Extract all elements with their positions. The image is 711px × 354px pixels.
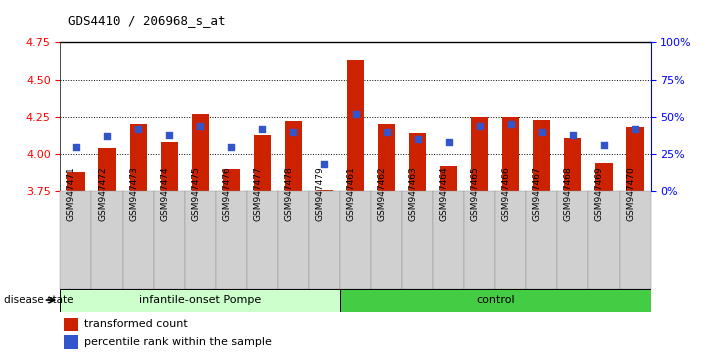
Text: GSM947471: GSM947471 xyxy=(67,167,76,222)
Bar xyxy=(402,191,433,289)
Text: GSM947473: GSM947473 xyxy=(129,167,138,222)
Text: GSM947467: GSM947467 xyxy=(533,167,542,222)
Text: GDS4410 / 206968_s_at: GDS4410 / 206968_s_at xyxy=(68,13,225,27)
Text: GSM947465: GSM947465 xyxy=(471,167,480,222)
Bar xyxy=(64,318,78,331)
Text: GSM947479: GSM947479 xyxy=(316,167,324,222)
Bar xyxy=(371,191,402,289)
Bar xyxy=(340,191,371,289)
Bar xyxy=(192,114,209,191)
Bar xyxy=(247,191,278,289)
Bar xyxy=(619,191,651,289)
Bar xyxy=(64,335,78,349)
Point xyxy=(257,126,268,132)
Text: GSM947462: GSM947462 xyxy=(378,167,387,221)
Bar xyxy=(68,172,85,191)
Bar xyxy=(409,133,426,191)
Point xyxy=(443,139,454,145)
Bar xyxy=(223,169,240,191)
Text: GSM947474: GSM947474 xyxy=(160,167,169,221)
Bar xyxy=(502,117,519,191)
Point xyxy=(319,161,330,167)
Bar xyxy=(254,135,271,191)
Bar xyxy=(154,191,185,289)
Point xyxy=(195,123,206,129)
Text: GSM947463: GSM947463 xyxy=(409,167,417,222)
Bar xyxy=(161,142,178,191)
Text: GSM947476: GSM947476 xyxy=(223,167,231,222)
Text: GSM947478: GSM947478 xyxy=(284,167,294,222)
Point xyxy=(474,123,486,129)
Bar xyxy=(589,191,619,289)
Bar xyxy=(626,127,643,191)
Bar xyxy=(215,191,247,289)
Bar xyxy=(533,120,550,191)
Bar xyxy=(60,191,92,289)
Point xyxy=(350,111,361,117)
Point xyxy=(505,121,516,127)
Point xyxy=(536,129,547,135)
Bar xyxy=(285,121,302,191)
Bar xyxy=(464,191,496,289)
Point xyxy=(629,126,641,132)
Bar xyxy=(595,163,612,191)
Bar xyxy=(129,124,146,191)
Text: GSM947475: GSM947475 xyxy=(191,167,201,222)
Point xyxy=(164,132,175,137)
Bar xyxy=(278,191,309,289)
Bar xyxy=(185,191,215,289)
Text: GSM947466: GSM947466 xyxy=(502,167,510,222)
Bar xyxy=(60,289,340,312)
Text: transformed count: transformed count xyxy=(84,319,187,329)
Point xyxy=(70,144,82,149)
Text: GSM947461: GSM947461 xyxy=(346,167,356,222)
Bar xyxy=(526,191,557,289)
Text: percentile rank within the sample: percentile rank within the sample xyxy=(84,337,272,347)
Bar xyxy=(340,289,651,312)
Point xyxy=(288,129,299,135)
Text: GSM947469: GSM947469 xyxy=(595,167,604,222)
Point xyxy=(567,132,579,137)
Point xyxy=(412,136,423,142)
Point xyxy=(132,126,144,132)
Text: GSM947468: GSM947468 xyxy=(564,167,573,222)
Bar xyxy=(99,148,116,191)
Bar xyxy=(316,190,333,191)
Bar xyxy=(565,138,582,191)
Text: GSM947477: GSM947477 xyxy=(253,167,262,222)
Text: GSM947464: GSM947464 xyxy=(439,167,449,221)
Point xyxy=(598,142,609,148)
Bar xyxy=(122,191,154,289)
Point xyxy=(381,129,392,135)
Bar xyxy=(433,191,464,289)
Text: control: control xyxy=(476,295,515,305)
Point xyxy=(102,133,113,139)
Text: GSM947470: GSM947470 xyxy=(626,167,635,222)
Bar xyxy=(471,117,488,191)
Point xyxy=(225,144,237,149)
Bar xyxy=(557,191,589,289)
Bar xyxy=(378,124,395,191)
Bar xyxy=(309,191,340,289)
Bar xyxy=(496,191,526,289)
Text: disease state: disease state xyxy=(4,295,73,305)
Bar xyxy=(347,60,364,191)
Bar xyxy=(440,166,457,191)
Bar xyxy=(92,191,122,289)
Text: infantile-onset Pompe: infantile-onset Pompe xyxy=(139,295,262,305)
Text: GSM947472: GSM947472 xyxy=(98,167,107,221)
